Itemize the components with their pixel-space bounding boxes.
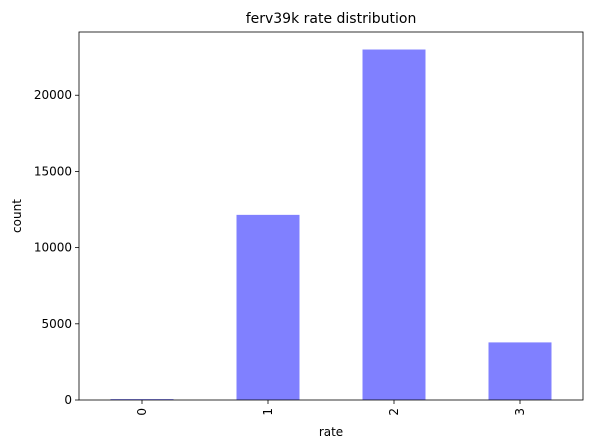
x-tick-label-0: 0 <box>135 408 149 416</box>
x-tick-label-2: 2 <box>387 408 401 416</box>
bar-1 <box>236 214 300 400</box>
x-tick-label-3: 3 <box>513 408 527 416</box>
y-axis-label: count <box>10 199 24 233</box>
y-axis-ticks: 0 5000 10000 15000 20000 <box>34 88 79 407</box>
bar-0 <box>110 399 174 400</box>
x-axis-ticks: 0 1 2 3 <box>135 400 527 416</box>
bars-layer <box>110 49 552 401</box>
x-axis-label: rate <box>319 425 343 439</box>
y-tick-label: 20000 <box>34 88 72 102</box>
y-tick-label: 0 <box>64 393 72 407</box>
chart-title: ferv39k rate distribution <box>246 11 417 27</box>
plot-frame <box>78 31 584 401</box>
bar-2 <box>362 49 426 401</box>
y-tick-label: 5000 <box>41 317 72 331</box>
bar-3 <box>488 342 552 400</box>
y-tick-label: 10000 <box>34 241 72 255</box>
y-tick-label: 15000 <box>34 164 72 178</box>
x-tick-label-1: 1 <box>261 408 275 416</box>
